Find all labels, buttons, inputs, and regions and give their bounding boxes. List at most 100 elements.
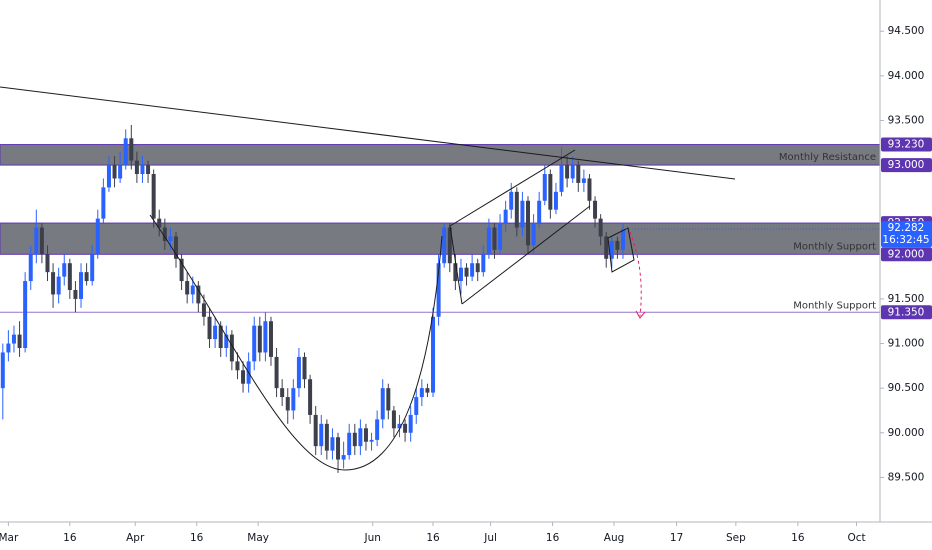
- candle-body: [134, 160, 139, 174]
- zone-label: Monthly Support: [793, 241, 876, 252]
- candle-body: [537, 200, 542, 224]
- y-tick-label: 91.000: [888, 338, 925, 350]
- last-price-label: 92.282: [888, 222, 925, 234]
- candle-body: [302, 356, 307, 380]
- x-tick-label: 16: [791, 532, 805, 544]
- candle-body: [486, 227, 491, 255]
- candle-body: [408, 414, 413, 433]
- channel-edge: [449, 225, 463, 305]
- candle-body: [481, 254, 486, 273]
- candle-body: [140, 165, 145, 174]
- candle-body: [548, 174, 553, 210]
- candle-body: [470, 263, 475, 277]
- candle-body: [90, 254, 95, 282]
- candle-body: [414, 397, 419, 415]
- candle-body: [0, 352, 5, 389]
- candle-body: [431, 316, 436, 393]
- countdown: 16:32:45: [882, 234, 929, 246]
- y-tick-label: 90.000: [888, 427, 925, 439]
- candle-body: [458, 267, 463, 282]
- candle-body: [391, 410, 396, 429]
- candle-body: [274, 356, 279, 389]
- price-badge-label: 91.350: [888, 306, 925, 318]
- last-price-badge: [881, 221, 932, 248]
- candle-body: [308, 379, 313, 415]
- zone: [0, 222, 881, 255]
- candle-body: [419, 388, 424, 398]
- candle-body: [319, 423, 324, 447]
- candle-body: [185, 281, 190, 295]
- candle-body: [235, 361, 240, 371]
- candle-body: [559, 165, 564, 192]
- candle-body: [447, 227, 452, 264]
- candle-body: [229, 334, 234, 362]
- candle-body: [28, 254, 33, 282]
- candle-body: [101, 187, 106, 219]
- x-tick-label: 16: [63, 532, 77, 544]
- candle-body: [118, 165, 123, 179]
- candle-body: [514, 191, 519, 228]
- candle-body: [151, 174, 156, 219]
- candle-body: [520, 200, 525, 228]
- candle-body: [162, 227, 167, 241]
- candle-body: [51, 272, 56, 295]
- candle-body: [369, 439, 374, 442]
- candle-body: [79, 272, 84, 299]
- candle-body: [363, 428, 368, 442]
- x-tick-label: 16: [546, 532, 560, 544]
- candle-body: [291, 388, 296, 411]
- candle-body: [380, 388, 385, 420]
- candle-body: [570, 165, 575, 179]
- price-badge-label: 93.000: [888, 159, 925, 171]
- x-tick-label: 16: [426, 532, 440, 544]
- x-tick-label: Mar: [0, 532, 19, 544]
- candle-body: [280, 388, 285, 398]
- candle-body: [62, 263, 67, 277]
- candle-body: [358, 428, 363, 447]
- price-badge-label: 92.000: [888, 248, 925, 260]
- candle-body: [174, 236, 178, 259]
- drawings: [0, 86, 736, 471]
- candle-body: [257, 325, 262, 353]
- candle-body: [263, 321, 268, 353]
- candle-body: [201, 303, 206, 317]
- trend-line: [0, 86, 736, 180]
- candle-body: [604, 236, 609, 259]
- candle-body: [23, 281, 28, 348]
- cup-curve: [149, 214, 443, 471]
- candle-body: [241, 370, 246, 384]
- candle-body: [67, 263, 72, 290]
- candle-body: [252, 325, 257, 362]
- candle-body: [285, 397, 290, 411]
- candle-body: [609, 240, 614, 259]
- candle-body: [224, 334, 229, 348]
- candle-body: [56, 276, 61, 295]
- candle-body: [587, 178, 592, 201]
- candle-body: [509, 191, 514, 210]
- candle-body: [196, 285, 201, 304]
- candle-body: [492, 227, 497, 250]
- candle-body: [375, 419, 380, 440]
- candle-body: [179, 258, 184, 282]
- candle-body: [190, 285, 195, 295]
- candle-body: [129, 138, 134, 161]
- flag: [607, 227, 635, 273]
- candle-body: [553, 191, 558, 210]
- candle-body: [341, 455, 346, 460]
- candle-body: [6, 343, 11, 353]
- candle-body: [593, 200, 598, 219]
- candle-body: [581, 178, 586, 183]
- y-tick-label: 94.000: [888, 70, 925, 82]
- x-tick-label: May: [247, 532, 269, 544]
- candle-body: [464, 267, 469, 277]
- candle-body: [336, 437, 341, 460]
- arrow-head: [635, 310, 646, 319]
- x-tick-label: 16: [190, 532, 204, 544]
- candle-body: [11, 334, 16, 344]
- candle-body: [542, 174, 547, 201]
- candle-body: [218, 325, 223, 348]
- x-tick-label: Apr: [126, 532, 145, 544]
- candle-body: [45, 254, 50, 273]
- y-tick-label: 91.500: [888, 293, 925, 305]
- candle-body: [324, 423, 329, 451]
